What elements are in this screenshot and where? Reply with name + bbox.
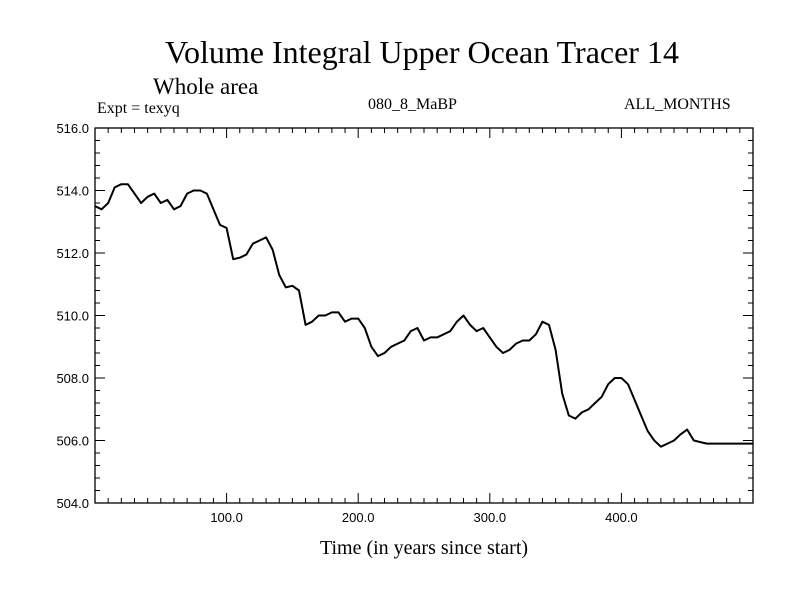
x-tick-label: 400.0 <box>605 510 638 525</box>
x-tick-labels: 100.0 200.0 300.0 400.0 <box>210 510 637 525</box>
period-label: 080_8_MaBP <box>368 96 457 113</box>
x-axis-label: Time (in years since start) <box>319 537 529 559</box>
experiment-label: Expt = texyq <box>97 100 180 117</box>
x-tick-label: 300.0 <box>474 510 507 525</box>
chart-subtitle: Whole area <box>153 74 259 99</box>
axis-ticks <box>95 128 753 503</box>
y-tick-label: 516.0 <box>56 121 89 136</box>
plot-frame <box>94 127 754 504</box>
chart-title: Volume Integral Upper Ocean Tracer 14 <box>165 34 679 70</box>
y-tick-labels: 504.0 506.0 508.0 510.0 512.0 514.0 516.0 <box>56 121 89 511</box>
y-tick-label: 504.0 <box>56 496 89 511</box>
y-tick-label: 506.0 <box>56 434 89 449</box>
y-tick-label: 514.0 <box>56 184 89 199</box>
series-line <box>94 183 753 448</box>
x-tick-label: 100.0 <box>210 510 243 525</box>
y-tick-label: 512.0 <box>56 246 89 261</box>
months-label: ALL_MONTHS <box>624 96 731 113</box>
x-tick-label: 200.0 <box>342 510 375 525</box>
y-tick-label: 510.0 <box>56 309 89 324</box>
y-tick-label: 508.0 <box>56 371 89 386</box>
